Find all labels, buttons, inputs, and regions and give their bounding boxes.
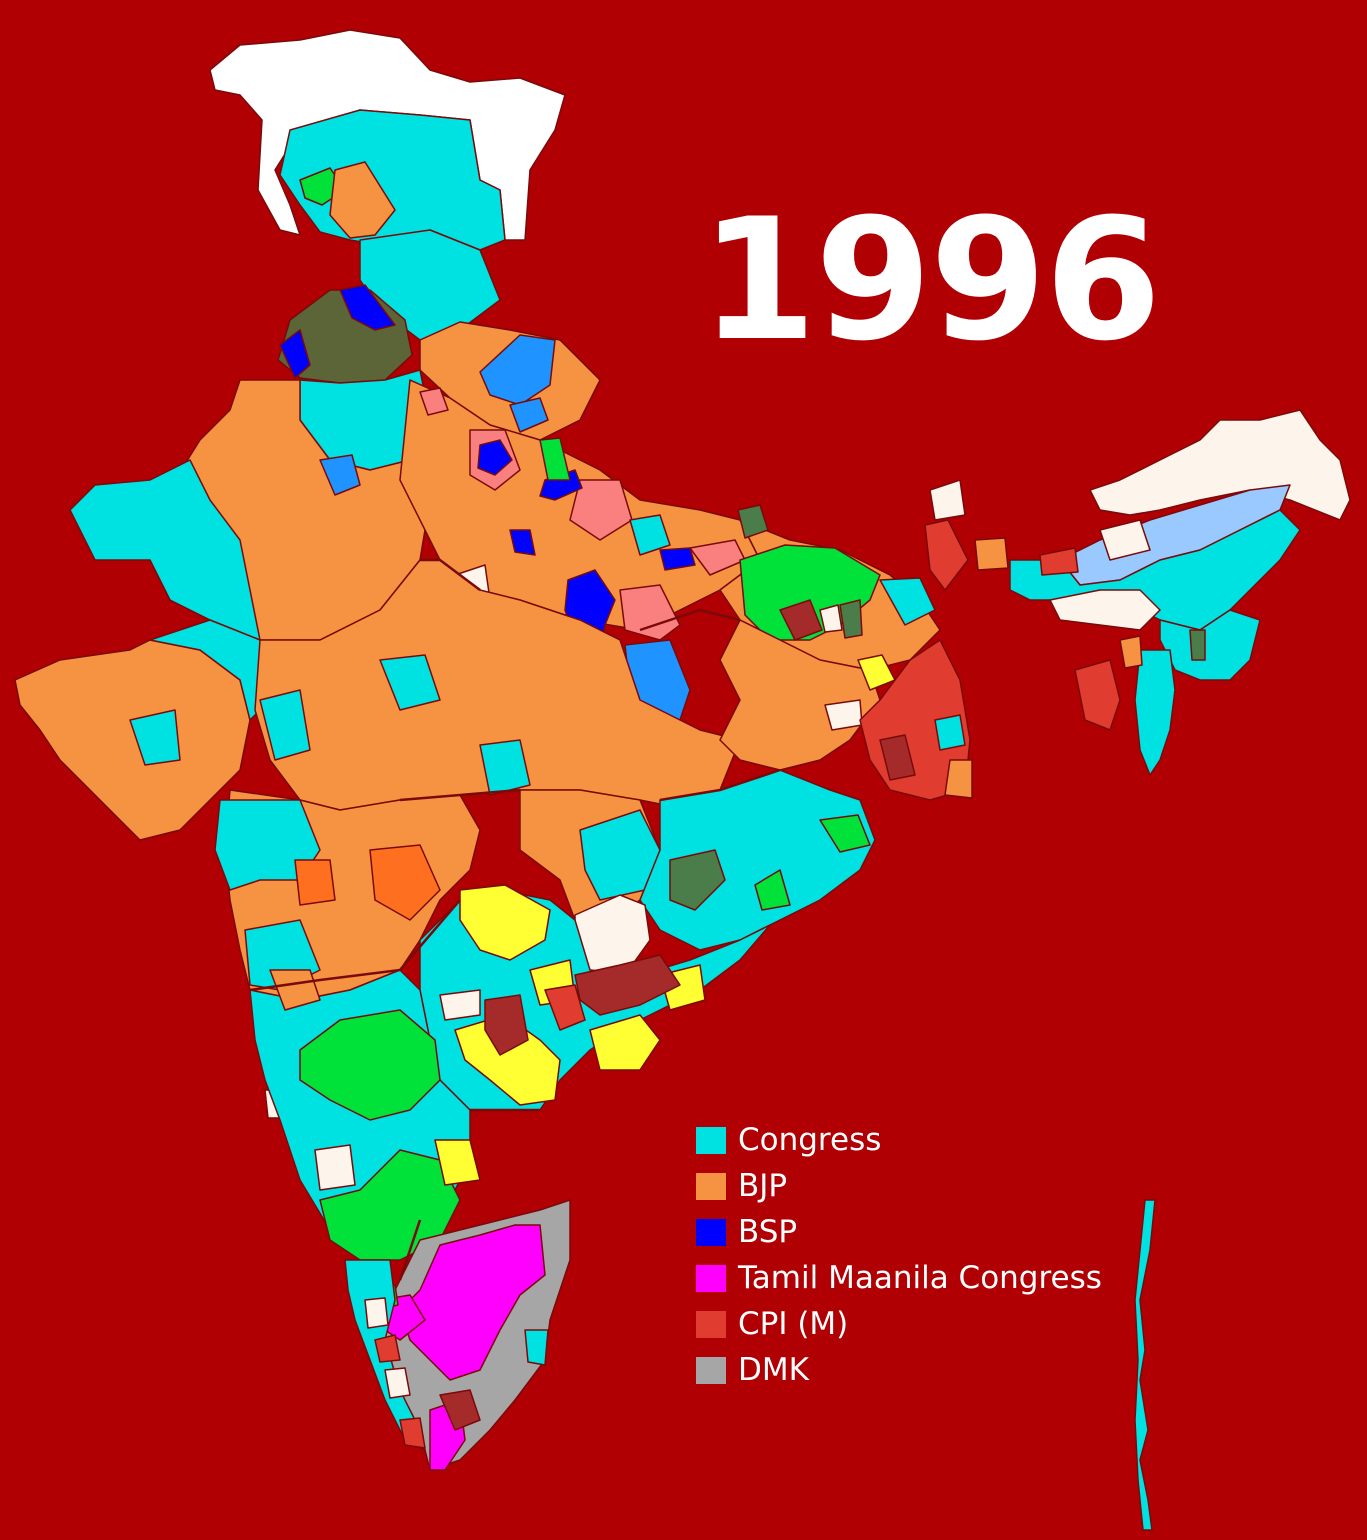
region-up-congress-1 (629, 514, 671, 556)
region-tn-cpi (439, 1389, 481, 1431)
region-maharashtra-congress (214, 799, 321, 891)
legend-swatch-bjp (696, 1172, 726, 1200)
region-sikkim-light (929, 479, 966, 521)
region-mp-congress-2 (479, 739, 531, 796)
region-up-sp-4 (419, 387, 449, 416)
region-andhra-tdp-1 (459, 884, 551, 961)
region-bengal-ne-bjp (974, 537, 1009, 571)
region-rajasthan-blue (319, 454, 361, 496)
region-up-bsp-4 (659, 547, 696, 571)
region-tn-congress (524, 1329, 549, 1366)
legend-swatch-tamil-maanila-congress (696, 1264, 726, 1292)
region-up-bsp-5 (509, 529, 536, 556)
region-karnataka-jd-2 (319, 1149, 461, 1261)
legend-swatch-congress (696, 1126, 726, 1154)
region-andhra-tdp-3 (589, 1014, 661, 1071)
region-up-sp-2 (569, 479, 633, 541)
region-jharkhand-light (824, 699, 863, 731)
region-up-bsp-1 (477, 439, 513, 476)
region-kerala-cpim (374, 1334, 401, 1363)
region-punjab-bsp-a (339, 284, 396, 331)
state-boundaries (249, 558, 781, 1281)
region-andhra-cpi (574, 954, 681, 1016)
region-bihar-congress (879, 577, 936, 626)
region-gujarat (14, 639, 251, 841)
legend-label-bjp: BJP (738, 1168, 788, 1204)
region-karnataka-light (314, 1144, 356, 1191)
region-maharashtra-shivsena (369, 844, 441, 921)
region-andhra-cpi-2 (484, 994, 529, 1056)
region-mizoram (1134, 649, 1176, 776)
region-maharashtra-shivsena-2 (294, 859, 336, 906)
region-jk-bjp (329, 161, 396, 239)
legend-label-dmk: DMK (738, 1352, 809, 1388)
region-odisha-green-3 (754, 869, 791, 911)
legend-label-congress: Congress (738, 1122, 882, 1158)
region-up-blue-1 (509, 397, 549, 433)
region-meghalaya-light (1049, 589, 1161, 631)
legend: Congress BJP BSP Tamil Maanila Congress … (696, 1117, 1156, 1393)
legend-item-cpi-m: CPI (M) (696, 1301, 1156, 1347)
region-odisha-green-2 (819, 814, 871, 853)
region-up-sp-3 (619, 584, 681, 641)
region-manipur-dark (1189, 629, 1206, 661)
region-bengal-north (924, 519, 969, 591)
region-bihar-cpi (779, 599, 823, 641)
region-bihar-light (819, 604, 843, 633)
legend-label-bsp: BSP (738, 1214, 798, 1250)
legend-swatch-cpi-m (696, 1310, 726, 1338)
region-bengal-bjp (944, 759, 973, 799)
legend-swatch-dmk (696, 1356, 726, 1384)
region-mp-congress-3 (259, 689, 311, 761)
region-karnataka-jd-1 (299, 1009, 441, 1121)
region-bihar-green-2 (839, 599, 863, 639)
legend-swatch-bsp (696, 1218, 726, 1246)
region-andhra-cpim (544, 984, 586, 1031)
region-bihar-green (737, 504, 769, 539)
mainland-constituencies (14, 29, 973, 1471)
region-andaman (1134, 1199, 1156, 1531)
legend-item-bsp: BSP (696, 1209, 1156, 1255)
region-uttarakhand-blue (479, 334, 556, 406)
region-odisha-green-1 (669, 849, 726, 911)
legend-item-bjp: BJP (696, 1163, 1156, 1209)
region-kerala-cpim-2 (399, 1417, 426, 1449)
region-karnataka-bjp (269, 969, 321, 1011)
region-jharkhand (719, 619, 881, 771)
legend-item-congress: Congress (696, 1117, 1156, 1163)
region-assam-light (1099, 519, 1151, 561)
region-andhra-light (439, 989, 481, 1021)
region-ne-bjp (1119, 635, 1143, 669)
legend-label-cpi-m: CPI (M) (738, 1306, 849, 1342)
region-gujarat-congress-2 (129, 709, 181, 766)
region-up-bsp-2 (539, 469, 583, 501)
region-punjab-bsp-b (279, 329, 311, 379)
legend-item-tamil-maanila-congress: Tamil Maanila Congress (696, 1255, 1156, 1301)
legend-item-dmk: DMK (696, 1347, 1156, 1393)
region-tripura (1074, 659, 1121, 731)
year-title: 1996 (700, 182, 1162, 378)
region-bengal-congress (934, 714, 966, 751)
region-up-green (539, 437, 571, 481)
region-bengal-cpi (879, 734, 916, 781)
region-kerala-light-2 (384, 1367, 411, 1399)
northeast-constituencies (974, 409, 1351, 1531)
legend-label-tamil-maanila-congress: Tamil Maanila Congress (738, 1260, 1102, 1296)
region-mp-congress-1 (379, 654, 441, 711)
region-cpim-ne (1039, 547, 1079, 576)
region-kerala-light (364, 1297, 389, 1329)
region-karnataka-tdp (434, 1139, 481, 1186)
